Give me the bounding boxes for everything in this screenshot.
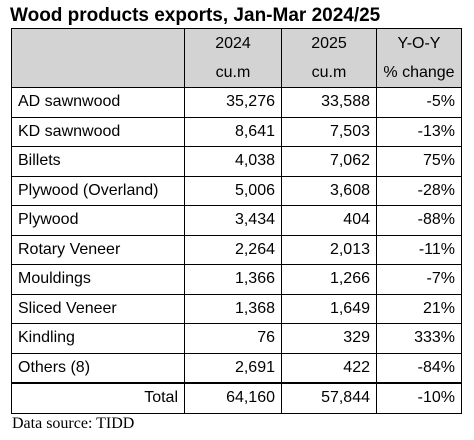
row-label: Others (8) — [11, 352, 185, 384]
total-2024: 64,160 — [184, 382, 282, 414]
header-blank-cell — [11, 28, 185, 58]
value-2025: 329 — [281, 323, 377, 354]
header-row-years: 2024 2025 Y-O-Y — [11, 28, 462, 58]
exports-table: 2024 2025 Y-O-Y cu.m cu.m % change AD sa… — [11, 28, 462, 414]
row-label: Mouldings — [11, 264, 185, 295]
row-label: AD sawnwood — [11, 87, 185, 118]
value-yoy: -13% — [376, 116, 462, 147]
value-2024: 8,641 — [184, 116, 282, 147]
value-yoy: -5% — [376, 87, 462, 118]
row-label: Rotary Veneer — [11, 234, 185, 265]
unit-2025: cu.m — [281, 58, 377, 88]
unit-yoy: % change — [376, 58, 462, 88]
value-2024: 5,006 — [184, 175, 282, 206]
table-row: Kindling 76 329 333% — [11, 323, 462, 354]
value-2024: 76 — [184, 323, 282, 354]
header-2025: 2025 — [281, 28, 377, 58]
data-source-note: Data source: TIDD — [12, 415, 135, 432]
table-row: Plywood (Overland) 5,006 3,608 -28% — [11, 175, 462, 206]
value-2025: 1,649 — [281, 293, 377, 324]
value-2024: 2,264 — [184, 234, 282, 265]
value-yoy: -11% — [376, 234, 462, 265]
row-label: KD sawnwood — [11, 116, 185, 147]
value-yoy: -88% — [376, 205, 462, 236]
total-yoy: -10% — [376, 382, 462, 414]
value-2025: 422 — [281, 352, 377, 384]
value-2025: 404 — [281, 205, 377, 236]
table-row: KD sawnwood 8,641 7,503 -13% — [11, 116, 462, 147]
value-yoy: -7% — [376, 264, 462, 295]
table-row: Others (8) 2,691 422 -84% — [11, 352, 462, 384]
value-2025: 7,062 — [281, 146, 377, 177]
header-blank-cell — [11, 58, 185, 88]
value-2024: 1,366 — [184, 264, 282, 295]
header-2024: 2024 — [184, 28, 282, 58]
row-label: Plywood — [11, 205, 185, 236]
value-2024: 35,276 — [184, 87, 282, 118]
row-label: Billets — [11, 146, 185, 177]
value-2025: 3,608 — [281, 175, 377, 206]
value-2025: 2,013 — [281, 234, 377, 265]
value-yoy: -28% — [376, 175, 462, 206]
value-2025: 33,588 — [281, 87, 377, 118]
value-2024: 1,368 — [184, 293, 282, 324]
value-yoy: 333% — [376, 323, 462, 354]
value-2024: 3,434 — [184, 205, 282, 236]
total-label: Total — [11, 382, 185, 414]
table-row: Plywood 3,434 404 -88% — [11, 205, 462, 236]
value-2024: 2,691 — [184, 352, 282, 384]
value-2024: 4,038 — [184, 146, 282, 177]
header-row-units: cu.m cu.m % change — [11, 58, 462, 88]
total-row: Total 64,160 57,844 -10% — [11, 382, 462, 414]
table-row: Sliced Veneer 1,368 1,649 21% — [11, 293, 462, 324]
total-2025: 57,844 — [281, 382, 377, 414]
table-row: Mouldings 1,366 1,266 -7% — [11, 264, 462, 295]
row-label: Kindling — [11, 323, 185, 354]
value-yoy: 21% — [376, 293, 462, 324]
unit-2024: cu.m — [184, 58, 282, 88]
table-row: Rotary Veneer 2,264 2,013 -11% — [11, 234, 462, 265]
value-yoy: 75% — [376, 146, 462, 177]
value-2025: 7,503 — [281, 116, 377, 147]
row-label: Plywood (Overland) — [11, 175, 185, 206]
value-2025: 1,266 — [281, 264, 377, 295]
row-label: Sliced Veneer — [11, 293, 185, 324]
header-yoy: Y-O-Y — [376, 28, 462, 58]
table-row: Billets 4,038 7,062 75% — [11, 146, 462, 177]
table-row: AD sawnwood 35,276 33,588 -5% — [11, 87, 462, 118]
value-yoy: -84% — [376, 352, 462, 384]
table-title: Wood products exports, Jan-Mar 2024/25 — [10, 5, 381, 26]
